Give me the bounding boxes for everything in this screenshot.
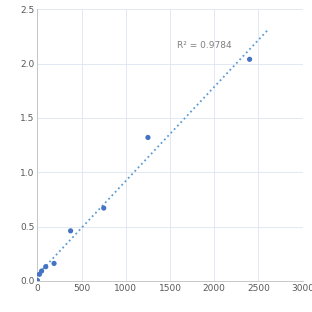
Point bbox=[101, 206, 106, 211]
Text: R² = 0.9784: R² = 0.9784 bbox=[177, 41, 232, 50]
Point bbox=[43, 264, 48, 269]
Point bbox=[51, 261, 56, 266]
Point bbox=[145, 135, 150, 140]
Point bbox=[247, 57, 252, 62]
Point bbox=[35, 278, 40, 283]
Point bbox=[39, 269, 44, 274]
Point bbox=[37, 272, 42, 277]
Point bbox=[68, 228, 73, 233]
